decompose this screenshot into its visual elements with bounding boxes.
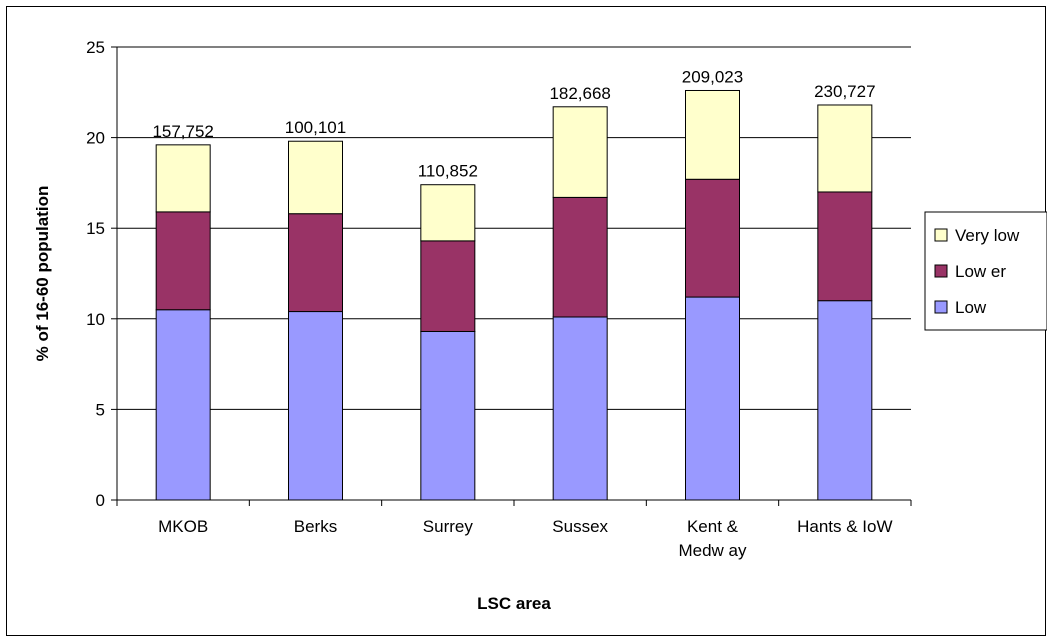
legend-label: Very low [955,226,1020,245]
bar-segment-very-low [552,106,608,198]
stacked-bar-chart: 0 5 10 15 20 25 157,752 MKOB 100,101 Berks 110,852… [33,38,1047,613]
bar-total-label: 157,752 [152,122,213,141]
x-axis-title: LSC area [477,594,551,613]
bar-segment-low [288,311,343,501]
y-axis-title: % of 16-60 population [33,186,52,362]
x-category-label: Sussex [552,517,608,536]
axes [111,46,912,506]
bar-segment-very-low [685,89,740,180]
legend-swatch [934,264,948,278]
labels: 0 5 10 15 20 25 157,752 MKOB 100,101 Berks 110,852… [86,38,892,560]
x-category-label: Hants & IoW [797,517,892,536]
bars [155,89,873,501]
legend-label: Low er [955,262,1006,281]
y-tick-label: 25 [86,38,105,57]
bar-segment-very-low [155,144,211,213]
legend-label: Low [955,298,987,317]
y-tick-label: 5 [96,400,105,419]
legend: Very low Low er Low [924,211,1047,331]
x-category-label: MKOB [158,517,208,536]
legend-swatch [934,300,948,314]
bar-segment-very-low [817,104,873,193]
bar-segment-low [817,300,873,501]
bar-total-label: 230,727 [814,82,875,101]
chart-frame: 0 5 10 15 20 25 157,752 MKOB 100,101 Berks 110,852… [6,6,1047,636]
bar-segment-very-low [420,184,476,242]
bar-segment-low-er [552,196,608,318]
bar-total-label: 182,668 [549,84,610,103]
y-tick-label: 0 [96,491,105,510]
y-tick-label: 20 [86,129,105,148]
bar-segment-low [685,296,740,501]
bar-segment-low [155,309,211,501]
bar-segment-low-er [420,240,476,332]
x-category-label: Medw ay [678,541,747,560]
bar-segment-low-er [288,213,343,313]
bar-segment-very-low [288,140,343,215]
gridlines [117,46,911,410]
bar-segment-low [420,330,476,501]
bar-total-label: 209,023 [682,67,743,86]
y-tick-label: 15 [86,219,105,238]
bar-total-label: 100,101 [285,118,346,137]
bar-segment-low-er [685,178,740,298]
y-tick-label: 10 [86,310,105,329]
bar-total-label: 110,852 [418,162,478,181]
bar-segment-low-er [155,211,211,311]
legend-swatch [934,228,948,242]
x-category-label: Kent & [687,517,739,536]
bar-segment-low [552,316,608,501]
x-category-label: Surrey [423,517,474,536]
x-category-label: Berks [294,517,337,536]
bar-segment-low-er [817,191,873,302]
